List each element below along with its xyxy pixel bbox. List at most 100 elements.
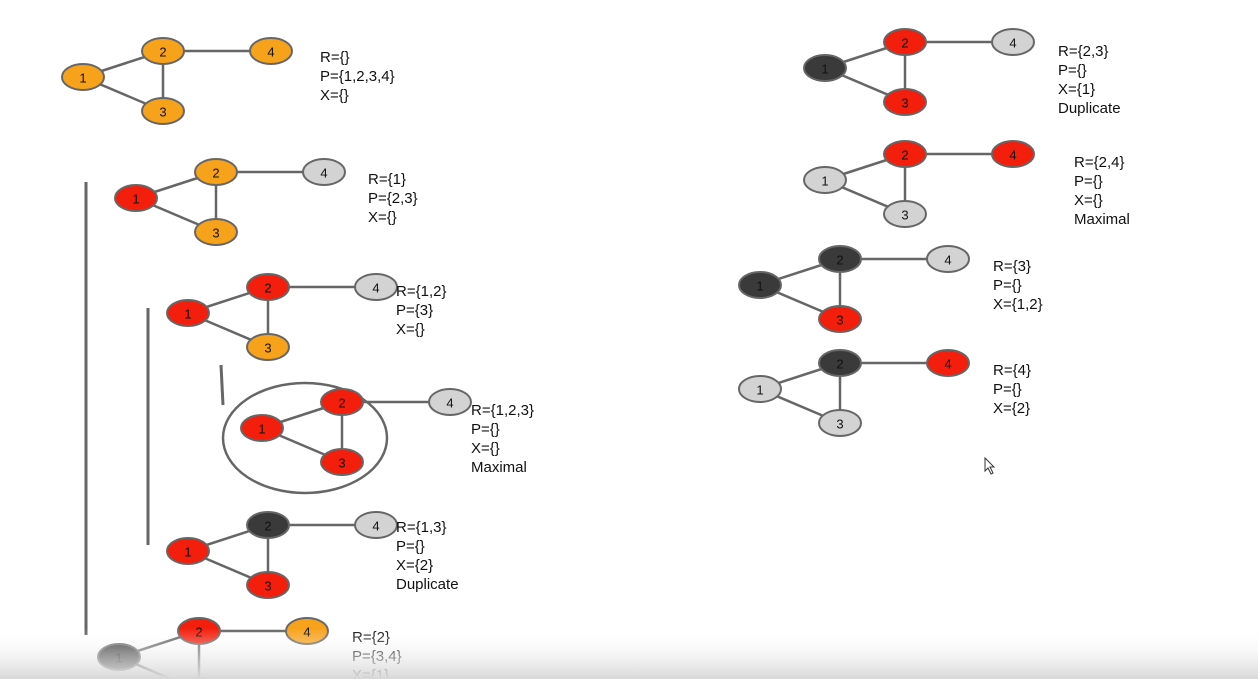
state-line: P={3} [396,302,433,319]
bottom-fade [0,628,1258,679]
node-label: 1 [258,422,265,437]
graph: 1 2 3 4 R={1,2,3} P={} X={} Maximal [240,388,534,476]
node-label: 1 [184,307,191,322]
state-line: Maximal [1074,211,1130,228]
state-line: Duplicate [396,576,459,593]
node [114,184,158,212]
node [883,200,927,228]
cursor [984,456,996,475]
state-line: P={} [471,421,500,438]
node-label: 4 [320,166,327,181]
node-label: 3 [836,417,843,432]
node-label: 3 [264,341,271,356]
node [803,166,847,194]
node-label: 3 [901,96,908,111]
node [818,245,862,273]
node [141,97,185,125]
node [991,140,1035,168]
state-line: X={} [320,87,349,104]
node [883,88,927,116]
node-label: 3 [338,456,345,471]
node [246,571,290,599]
node-label: 2 [159,45,166,60]
node [166,537,210,565]
state-line: X={} [471,440,500,457]
state-line: X={2} [396,557,433,574]
node [883,28,927,56]
state-line: P={} [1058,62,1087,79]
state-line: R={1,3} [396,519,446,536]
state-line: R={4} [993,362,1031,379]
node [354,511,398,539]
state-line: Maximal [471,459,527,476]
node [249,37,293,65]
graph: 1 2 3 4 R={1,3} P={} X={2} Duplicate [166,511,459,599]
node [991,28,1035,56]
node-label: 4 [372,281,379,296]
node [302,158,346,186]
node [246,511,290,539]
node-label: 1 [132,192,139,207]
state-line: P={} [993,381,1022,398]
node [194,158,238,186]
node-label: 4 [944,253,951,268]
node-label: 4 [944,357,951,372]
node-label: 1 [756,383,763,398]
state-line: R={} [320,49,350,66]
node-label: 2 [264,519,271,534]
node-label: 1 [184,545,191,560]
node [166,299,210,327]
node [428,388,472,416]
state-line: X={} [368,209,397,226]
state-line: X={1} [1058,81,1095,98]
node-label: 1 [821,174,828,189]
node-label: 3 [836,313,843,328]
state-line: P={} [396,538,425,555]
node-label: 2 [836,253,843,268]
node [320,388,364,416]
node [926,349,970,377]
node-label: 2 [338,396,345,411]
node-label: 3 [901,208,908,223]
node [320,448,364,476]
graph: 1 2 3 4 R={1} P={2,3} X={} [114,158,418,246]
node-label: 3 [212,226,219,241]
state-line: Duplicate [1058,100,1121,117]
state-line: P={} [993,277,1022,294]
node-label: 4 [267,45,274,60]
state-line: P={1,2,3,4} [320,68,395,85]
node [818,349,862,377]
node-label: 4 [1009,148,1016,163]
state-line: P={} [1074,173,1103,190]
state-line: P={2,3} [368,190,418,207]
recursion-lines [84,182,225,635]
node-label: 2 [836,357,843,372]
node [246,333,290,361]
state-line: R={2,4} [1074,154,1124,171]
node-label: 2 [901,36,908,51]
graphs: 1 2 3 4 R={} P={1,2,3,4} X={} 1 2 3 4 R={1} P={2,3} X… [61,28,1130,679]
state-line: R={1,2} [396,283,446,300]
graph: 1 2 3 4 R={2,3} P={} X={1} Duplicate [803,28,1121,117]
node-label: 2 [212,166,219,181]
graph: 1 2 3 4 R={} P={1,2,3,4} X={} [61,37,395,125]
node [246,273,290,301]
node [818,305,862,333]
state-line: X={} [396,321,425,338]
node-label: 4 [1009,36,1016,51]
node-label: 4 [446,396,453,411]
state-line: X={} [1074,192,1103,209]
graph: 1 2 3 4 R={1,2} P={3} X={} [166,273,446,361]
graph: 1 2 3 4 R={4} P={} X={2} [738,349,1031,437]
node-label: 4 [372,519,379,534]
state-line: R={1,2,3} [471,402,534,419]
state-line: X={1,2} [993,296,1043,313]
node [194,218,238,246]
node [141,37,185,65]
state-line: R={1} [368,171,406,188]
state-line: R={3} [993,258,1031,275]
node [926,245,970,273]
graph: 1 2 3 4 R={2,4} P={} X={} Maximal [803,140,1130,228]
